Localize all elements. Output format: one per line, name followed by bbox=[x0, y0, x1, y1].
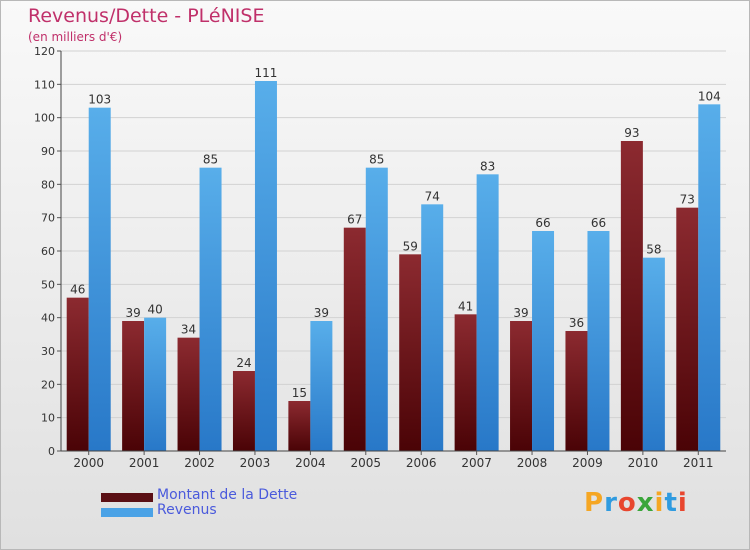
data-label-dette: 67 bbox=[347, 213, 362, 227]
data-label-revenus: 58 bbox=[646, 243, 661, 257]
x-tick-label: 2005 bbox=[351, 456, 382, 470]
y-tick-label: 100 bbox=[34, 112, 55, 125]
data-label-dette: 34 bbox=[181, 323, 196, 337]
y-tick-label: 10 bbox=[41, 412, 55, 425]
bar-revenus bbox=[698, 104, 721, 451]
data-label-revenus: 40 bbox=[147, 303, 162, 317]
data-label-revenus: 83 bbox=[480, 159, 495, 173]
x-tick-label: 2007 bbox=[461, 456, 492, 470]
y-tick-label: 20 bbox=[41, 378, 55, 391]
logo-letter: r bbox=[604, 488, 618, 518]
bar-dette bbox=[177, 337, 200, 451]
bar-revenus bbox=[532, 231, 555, 451]
data-label-revenus: 66 bbox=[591, 216, 606, 230]
y-tick-label: 110 bbox=[34, 78, 55, 91]
bar-dette bbox=[565, 331, 588, 451]
legend-swatch-dette bbox=[101, 493, 153, 502]
legend-swatch-revenus bbox=[101, 508, 153, 517]
bar-dette bbox=[122, 321, 145, 451]
data-label-dette: 15 bbox=[292, 386, 307, 400]
logo-letter: x bbox=[636, 488, 655, 518]
x-tick-label: 2000 bbox=[73, 456, 104, 470]
logo-letter: i bbox=[654, 488, 665, 518]
y-tick-label: 120 bbox=[34, 45, 55, 58]
logo-letter: o bbox=[617, 488, 637, 518]
x-tick-label: 2001 bbox=[129, 456, 160, 470]
chart-subtitle: (en milliers d'€) bbox=[28, 30, 123, 44]
logo-letter: t bbox=[664, 488, 678, 518]
data-label-dette: 41 bbox=[458, 299, 473, 313]
data-label-revenus: 66 bbox=[535, 216, 550, 230]
data-label-revenus: 39 bbox=[314, 306, 329, 320]
y-tick-label: 60 bbox=[41, 245, 55, 258]
bar-revenus bbox=[199, 167, 222, 451]
y-tick-label: 90 bbox=[41, 145, 55, 158]
bar-dette bbox=[676, 207, 699, 451]
legend-label-revenus: Revenus bbox=[157, 502, 217, 518]
bar-dette bbox=[66, 297, 89, 451]
bar-revenus bbox=[254, 81, 277, 451]
bar-dette bbox=[343, 227, 366, 451]
data-label-revenus: 85 bbox=[369, 153, 384, 167]
bar-revenus bbox=[642, 257, 665, 451]
data-label-revenus: 85 bbox=[203, 153, 218, 167]
x-tick-label: 2009 bbox=[572, 456, 603, 470]
y-tick-label: 30 bbox=[41, 345, 55, 358]
bar-revenus bbox=[421, 204, 444, 451]
data-label-dette: 39 bbox=[513, 306, 528, 320]
data-label-revenus: 104 bbox=[698, 89, 721, 103]
bar-dette bbox=[620, 141, 643, 451]
logo-letter: P bbox=[584, 488, 605, 518]
x-tick-label: 2008 bbox=[517, 456, 548, 470]
bar-revenus bbox=[587, 231, 610, 451]
bar-revenus bbox=[144, 317, 167, 451]
bar-dette bbox=[399, 254, 422, 451]
bar-dette bbox=[232, 371, 255, 451]
data-label-dette: 46 bbox=[70, 283, 85, 297]
x-tick-label: 2011 bbox=[683, 456, 714, 470]
x-tick-label: 2002 bbox=[184, 456, 215, 470]
data-label-revenus: 74 bbox=[425, 189, 440, 203]
data-label-dette: 73 bbox=[680, 193, 695, 207]
data-label-dette: 36 bbox=[569, 316, 584, 330]
y-tick-label: 50 bbox=[41, 278, 55, 291]
legend-label-dette: Montant de la Dette bbox=[157, 487, 298, 503]
x-tick-label: 2003 bbox=[240, 456, 271, 470]
data-label-dette: 39 bbox=[125, 306, 140, 320]
y-tick-label: 0 bbox=[48, 445, 55, 458]
bar-dette bbox=[510, 321, 533, 451]
bar-revenus bbox=[88, 107, 111, 452]
bar-revenus bbox=[476, 174, 499, 452]
bar-dette bbox=[454, 314, 477, 451]
data-label-dette: 59 bbox=[403, 239, 418, 253]
logo-letter: i bbox=[677, 488, 688, 518]
x-tick-label: 2004 bbox=[295, 456, 326, 470]
y-tick-label: 40 bbox=[41, 312, 55, 325]
chart-title: Revenus/Dette - PLéNISE bbox=[28, 5, 265, 27]
bar-revenus bbox=[310, 321, 333, 451]
data-label-dette: 24 bbox=[236, 356, 251, 370]
x-tick-label: 2006 bbox=[406, 456, 437, 470]
data-label-dette: 93 bbox=[624, 126, 639, 140]
data-label-revenus: 111 bbox=[255, 66, 278, 80]
data-label-revenus: 103 bbox=[88, 93, 111, 107]
y-tick-label: 80 bbox=[41, 178, 55, 191]
y-tick-label: 70 bbox=[41, 212, 55, 225]
bar-revenus bbox=[365, 167, 388, 451]
bar-dette bbox=[288, 401, 311, 451]
x-tick-label: 2010 bbox=[628, 456, 659, 470]
proxiti-logo: Proxiti bbox=[584, 488, 688, 518]
